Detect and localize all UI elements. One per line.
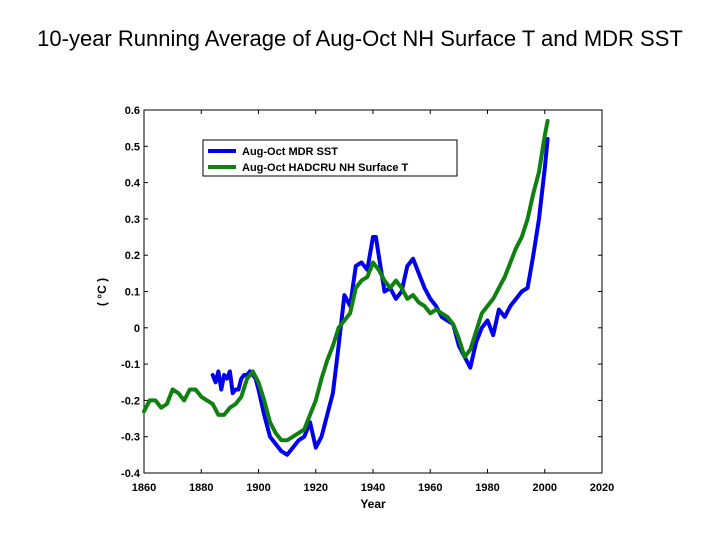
y-tick-label: 0.3 — [125, 214, 140, 226]
y-axis-label: ( °C ) — [95, 278, 109, 306]
x-tick-label: 1880 — [189, 482, 213, 494]
x-tick-label: 1900 — [246, 482, 270, 494]
tick-labels: 1860 1880 1900 1920 1940 1960 1980 2000 2020 -0.4… — [121, 105, 614, 494]
series-lines — [142, 118, 550, 457]
x-tick-label: 1960 — [418, 482, 442, 494]
x-tick-label: 1860 — [132, 482, 156, 494]
y-tick-label: -0.2 — [121, 395, 140, 407]
legend-label-nh-surface-t: Aug-Oct HADCRU NH Surface T — [242, 162, 409, 174]
tick-marks — [143, 109, 603, 474]
legend: Aug-Oct MDR SST Aug-Oct HADCRU NH Surfac… — [202, 139, 458, 177]
y-tick-label: -0.3 — [121, 432, 140, 444]
x-tick-label: 1980 — [475, 482, 499, 494]
y-tick-label: 0.4 — [125, 178, 141, 190]
x-tick-label: 1940 — [361, 482, 385, 494]
x-axis-label: Year — [360, 497, 386, 511]
legend-box — [202, 139, 458, 177]
x-tick-label: 2020 — [590, 482, 614, 494]
y-tick-label: 0.1 — [125, 287, 140, 299]
y-tick-label: 0 — [134, 323, 140, 335]
chart-title: 10-year Running Average of Aug-Oct NH Su… — [37, 26, 683, 51]
y-tick-label: 0.5 — [125, 141, 140, 153]
y-tick-label: 0.2 — [125, 250, 140, 262]
y-tick-label: 0.6 — [125, 105, 140, 117]
series-line-mdr-sst — [210, 137, 550, 457]
y-tick-label: -0.1 — [121, 359, 140, 371]
legend-label-mdr-sst: Aug-Oct MDR SST — [242, 146, 338, 158]
x-tick-label: 2000 — [533, 482, 557, 494]
y-tick-label: -0.4 — [121, 468, 141, 480]
x-tick-label: 1920 — [304, 482, 328, 494]
series-line-nh-surface-t — [142, 118, 550, 443]
